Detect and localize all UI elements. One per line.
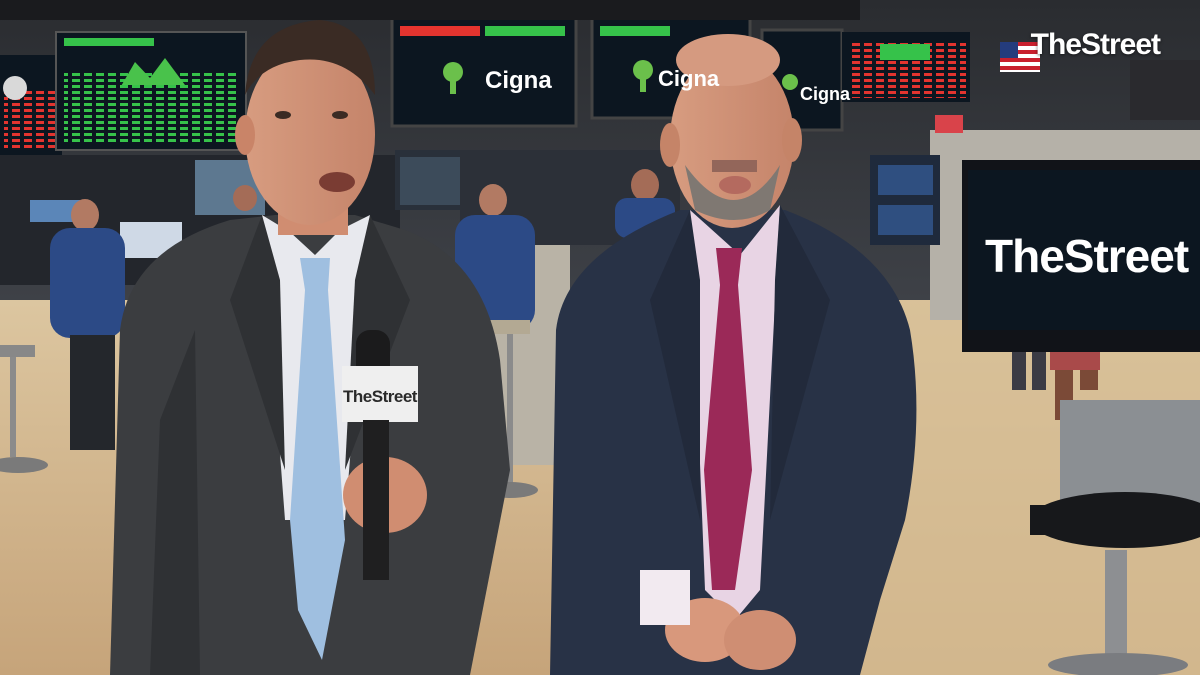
thestreet-watermark: TheStreet <box>1030 28 1161 62</box>
stool-left <box>0 345 48 473</box>
background-trader-left <box>50 199 125 450</box>
mic-flag-text: TheStreet <box>343 387 418 406</box>
camera-equipment <box>1130 60 1200 120</box>
mic-flag <box>342 366 418 422</box>
cigna-label-right: Cigna <box>800 84 851 104</box>
cigna-label-center: Cigna <box>658 66 720 91</box>
exit-sign <box>935 115 963 133</box>
interviewer <box>110 20 510 675</box>
ticker-board-right <box>842 32 970 102</box>
cigna-label-left: Cigna <box>485 67 552 94</box>
overhead-beam <box>0 0 860 20</box>
ticker-board-left <box>55 31 247 151</box>
ticker-board-cigna-left <box>390 16 578 128</box>
ticker-board-far-left <box>0 55 62 155</box>
post-monitor-4 <box>30 200 80 222</box>
thestreet-monitor <box>962 160 1200 352</box>
background-trader-desk <box>233 185 257 211</box>
american-flag-icon <box>1000 42 1040 72</box>
monitor-brand-text: TheStreet <box>985 230 1189 282</box>
guest <box>550 34 917 675</box>
watermark-brand-text: TheStreet <box>1030 28 1161 61</box>
stool-right <box>1030 400 1200 675</box>
microphone-handle <box>363 420 389 580</box>
